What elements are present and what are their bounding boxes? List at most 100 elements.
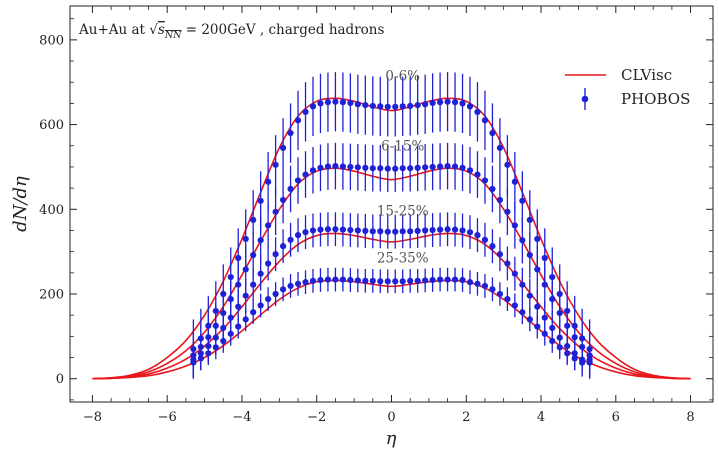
legend-label-clvisc: CLVisc [621, 66, 672, 84]
phobos-point [242, 292, 249, 299]
phobos-point [474, 280, 481, 287]
phobos-point [354, 277, 361, 284]
phobos-point [549, 337, 556, 345]
phobos-point [339, 99, 347, 106]
centrality-labels: 0-6% 6-15% 15-25% 25-35% [377, 69, 429, 267]
phobos-point [436, 99, 444, 106]
phobos-point [242, 235, 249, 243]
phobos-point [496, 251, 504, 258]
phobos-point [586, 359, 593, 366]
phobos-point [369, 228, 376, 235]
phobos-point [511, 302, 518, 309]
phobos-point [362, 102, 369, 109]
phobos-point [519, 237, 526, 244]
phobos-point [422, 101, 429, 108]
phobos-point [436, 226, 444, 233]
phobos-point [369, 102, 376, 110]
phobos-point [347, 226, 354, 234]
phobos-point [534, 266, 541, 273]
phobos-point [541, 281, 548, 288]
x-tick-label: 2 [462, 410, 470, 425]
x-tick-label: −2 [307, 410, 326, 425]
clvisc-curve-1 [92, 167, 691, 380]
phobos-point [377, 278, 384, 285]
phobos-point [324, 276, 332, 283]
phobos-point [220, 337, 227, 345]
phobos-point [474, 108, 481, 115]
phobos-point [235, 323, 242, 330]
phobos-point [414, 102, 421, 109]
phobos-point [496, 196, 504, 204]
phobos-point [272, 290, 279, 298]
phobos-point [444, 276, 451, 283]
phobos-point [332, 226, 339, 233]
phobos-point [481, 117, 489, 124]
phobos-point [399, 103, 406, 110]
phobos-point [392, 103, 399, 110]
phobos-point [451, 226, 459, 233]
phobos-point [459, 100, 466, 107]
phobos-point [377, 103, 384, 110]
phobos-point [332, 276, 339, 283]
y-tick-label: 0 [56, 372, 64, 387]
phobos-point [257, 270, 264, 277]
phobos-point [549, 295, 556, 303]
clvisc-curve-0 [92, 97, 691, 380]
phobos-point [556, 344, 563, 351]
x-tick-label: −4 [232, 410, 251, 425]
phobos-point [347, 276, 354, 284]
phobos-point [534, 235, 541, 243]
phobos-point [242, 266, 249, 273]
phobos-point [541, 314, 548, 321]
phobos-point [526, 316, 533, 323]
phobos-point [324, 163, 332, 170]
phobos-point [309, 167, 317, 174]
phobos-point [324, 99, 332, 106]
phobos-point [429, 163, 436, 171]
phobos-point [481, 236, 489, 243]
phobos-point [317, 276, 324, 284]
phobos-point [541, 330, 548, 337]
phobos-point [414, 227, 421, 234]
y-tick-label: 200 [39, 288, 64, 303]
phobos-point [489, 129, 496, 137]
phobos-point [451, 276, 459, 283]
phobos-point [422, 227, 429, 234]
phobos-point [347, 99, 354, 107]
legend: CLVisc PHOBOS [565, 66, 690, 110]
phobos-point [511, 222, 518, 229]
y-tick-label: 400 [39, 203, 64, 218]
annotation: Au+Au at √sNN = 200GeV , charged hadrons [78, 22, 384, 41]
phobos-point [556, 309, 563, 317]
phobos-point [504, 260, 511, 267]
y-axis-label: dN/dη [10, 176, 31, 232]
phobos-point [466, 167, 474, 174]
phobos-point [309, 277, 317, 284]
phobos-point [347, 163, 354, 171]
phobos-point [481, 177, 489, 184]
phobos-point [250, 309, 257, 316]
phobos-point [384, 228, 391, 235]
phobos-point [392, 165, 399, 172]
phobos-point [287, 129, 294, 137]
phobos-point [354, 101, 361, 108]
phobos-point [257, 197, 264, 204]
phobos-point [451, 99, 459, 106]
phobos-point [294, 117, 302, 124]
phobos-point [227, 295, 234, 303]
x-tick-label: 0 [387, 410, 395, 425]
centrality-label: 6-15% [381, 138, 424, 154]
x-tick-label: 4 [537, 410, 545, 425]
phobos-point [265, 260, 272, 267]
phobos-point [392, 278, 399, 285]
x-tick-label: 6 [612, 410, 620, 425]
phobos-point [466, 279, 474, 286]
x-tick-label: −6 [158, 410, 177, 425]
phobos-point [317, 164, 324, 171]
phobos-point [444, 162, 451, 170]
phobos-point [444, 226, 451, 233]
phobos-point [564, 350, 571, 357]
phobos-point [257, 302, 264, 309]
